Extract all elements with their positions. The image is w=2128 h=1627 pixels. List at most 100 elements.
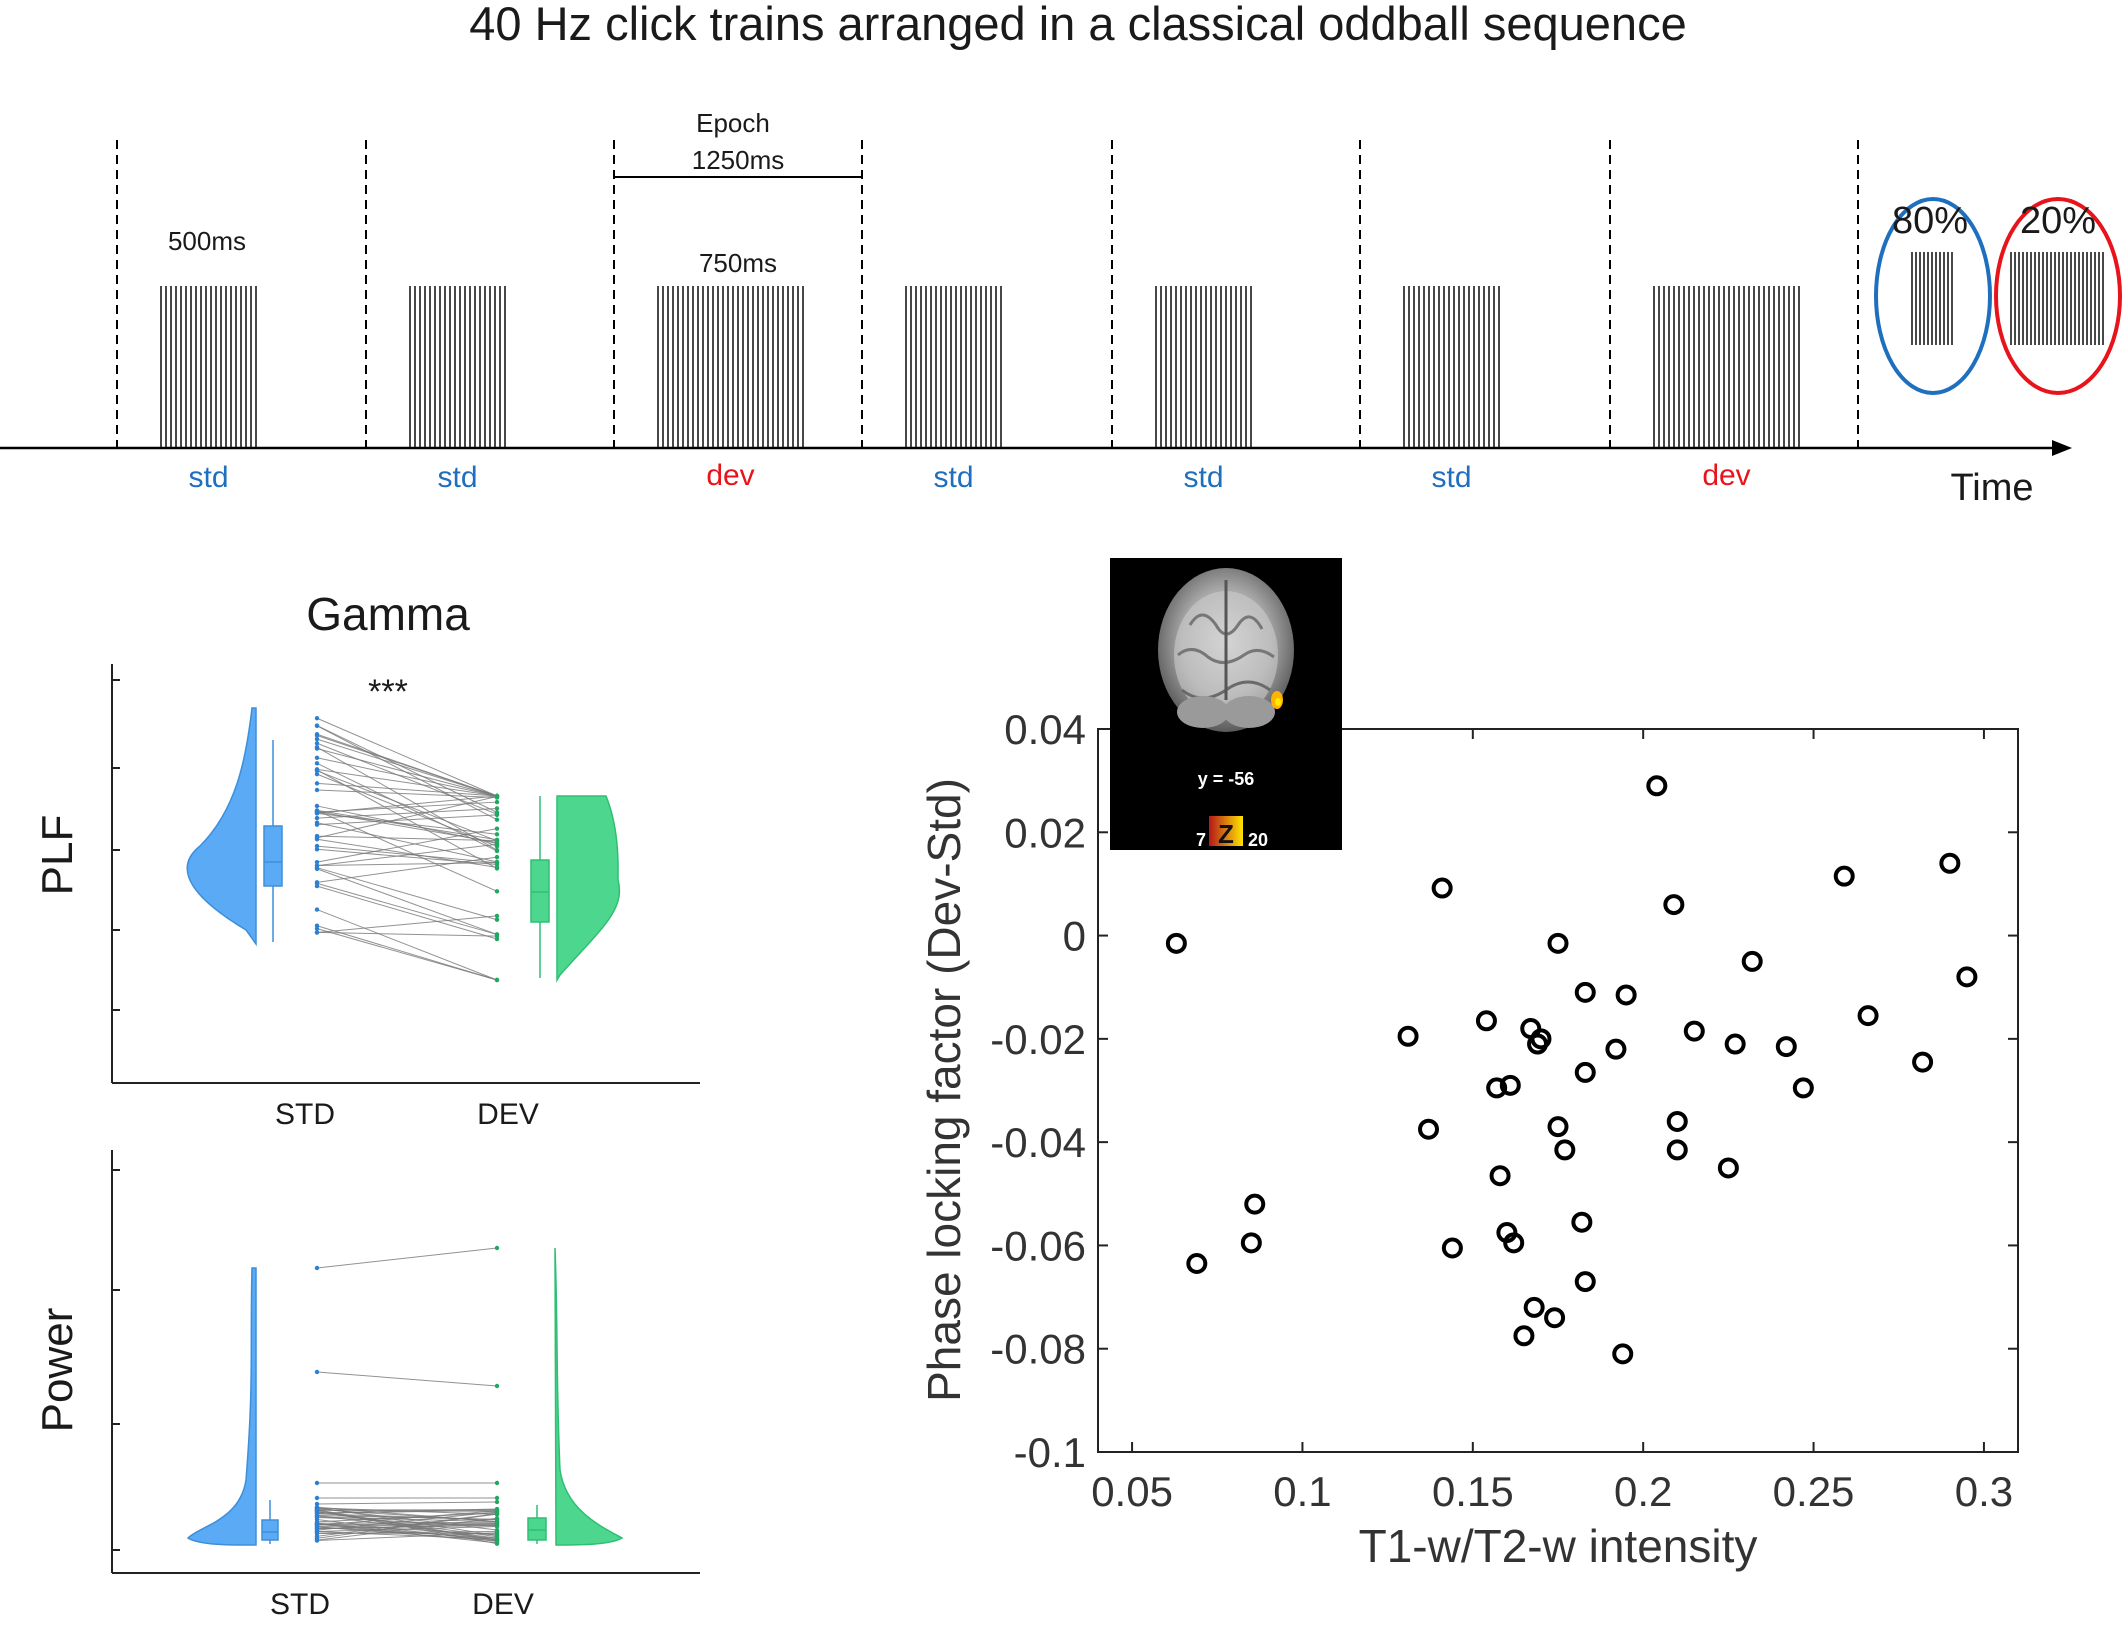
subject-pair-line	[317, 739, 497, 796]
std-subject-dot	[315, 1481, 319, 1485]
std-subject-dot	[315, 1266, 319, 1270]
click-train-std	[410, 286, 505, 447]
std-subject-dot	[315, 881, 319, 885]
scatter-point	[1550, 935, 1567, 952]
std-subject-dot	[315, 1370, 319, 1374]
std-subject-dot	[315, 1522, 319, 1526]
x-tick-label: 0.1	[1273, 1468, 1331, 1515]
std-subject-dot	[315, 1509, 319, 1513]
std-subject-dot	[315, 816, 319, 820]
dev-subject-dot	[495, 818, 499, 822]
scatter-point	[1914, 1054, 1931, 1071]
std-subject-dot	[315, 822, 319, 826]
power-x-tick-dev: DEV	[472, 1588, 534, 1621]
plf-x-tick-std: STD	[275, 1098, 335, 1131]
dev-subject-dot	[495, 800, 499, 804]
std-subject-dot	[315, 716, 319, 720]
dev-subject-dot	[495, 866, 499, 870]
std-subject-dot	[315, 804, 319, 808]
click-train-dev	[658, 286, 803, 447]
y-tick-label: 0.02	[1004, 809, 1086, 856]
scatter-point	[1168, 935, 1185, 952]
dev-subject-dot	[495, 1524, 499, 1528]
scatter-point	[1618, 986, 1635, 1003]
scatter-point	[1778, 1038, 1795, 1055]
dev-subject-dot	[495, 1246, 499, 1250]
trial-label-dev: dev	[1702, 459, 1750, 492]
dev-legend-train	[2011, 252, 2103, 345]
std-subject-dot	[315, 847, 319, 851]
click-train-std	[1404, 286, 1499, 447]
colorbar-min-label: 7	[1196, 830, 1206, 850]
std-subject-dot	[315, 836, 319, 840]
scatter-point	[1556, 1141, 1573, 1158]
figure-title: 40 Hz click trains arranged in a classic…	[469, 0, 1686, 50]
scatter-point	[1958, 968, 1975, 985]
scatter-point	[1795, 1079, 1812, 1096]
std-subject-dot	[315, 924, 319, 928]
scatter-point	[1434, 880, 1451, 897]
raincloud-title: Gamma	[306, 588, 470, 640]
scatter-y-axis-label: Phase locking factor (Dev-Std)	[918, 778, 970, 1402]
time-axis-arrowhead-icon	[2052, 440, 2072, 456]
subject-pair-line	[317, 1502, 497, 1504]
subject-pair-line	[317, 1248, 497, 1268]
dev-subject-dot	[495, 918, 499, 922]
dev-subject-dot	[495, 1496, 499, 1500]
scatter-point	[1669, 1113, 1686, 1130]
dev-box	[528, 1518, 546, 1540]
std-subject-dot	[315, 811, 319, 815]
std-duration-label: 500ms	[168, 226, 246, 256]
subject-pair-line	[317, 1372, 497, 1386]
subject-pair-line	[317, 883, 497, 934]
scatter-point	[1577, 1064, 1594, 1081]
scatter-point	[1444, 1240, 1461, 1257]
std-subject-dot	[315, 1538, 319, 1542]
dev-probability-label: 20%	[2020, 200, 2096, 242]
scatter-point	[1546, 1309, 1563, 1326]
subject-pair-line	[317, 736, 497, 796]
scatter-point	[1665, 896, 1682, 913]
std-subject-dot	[315, 781, 319, 785]
plf-x-tick-dev: DEV	[477, 1098, 539, 1131]
y-tick-label: 0	[1063, 913, 1086, 960]
dev-subject-dot	[495, 1384, 499, 1388]
dev-subject-dot	[495, 826, 499, 830]
y-tick-label: -0.1	[1014, 1429, 1086, 1476]
plf-panel: PLF STD DEV	[33, 664, 700, 1131]
scatter-point	[1420, 1121, 1437, 1138]
std-subject-dot	[315, 930, 319, 934]
epoch-dividers	[117, 140, 1858, 447]
trial-label-std: std	[1431, 461, 1471, 494]
scatter-point	[1614, 1345, 1631, 1362]
dev-subject-dot	[495, 932, 499, 936]
y-tick-label: -0.08	[990, 1326, 1086, 1373]
std-subject-dot	[315, 1529, 319, 1533]
scatter-point	[1577, 984, 1594, 1001]
scatter-point	[1400, 1028, 1417, 1045]
std-subject-dot	[315, 756, 319, 760]
scatter-point	[1188, 1255, 1205, 1272]
subject-pair-line	[317, 846, 497, 863]
subject-pair-line	[317, 863, 497, 866]
scatter-point	[1836, 868, 1853, 885]
epoch-duration-label: 1250ms	[692, 145, 785, 175]
dev-subject-dot	[495, 1481, 499, 1485]
dev-subject-dot	[495, 812, 499, 816]
scatter-point	[1515, 1327, 1532, 1344]
power-raincloud	[188, 1246, 622, 1546]
scatter-points	[1168, 777, 1976, 1362]
dev-subject-dot	[495, 849, 499, 853]
click-train-std	[1156, 286, 1251, 447]
scatter-point	[1607, 1041, 1624, 1058]
scatter-x-axis-label: T1-w/T2-w intensity	[1359, 1520, 1758, 1572]
y-tick-label: -0.04	[990, 1119, 1086, 1166]
std-subject-dot	[315, 1496, 319, 1500]
dev-subject-dot	[495, 1509, 499, 1513]
std-subject-dot	[315, 745, 319, 749]
dev-subject-dot	[495, 889, 499, 893]
scatter-point	[1492, 1167, 1509, 1184]
plf-raincloud	[187, 708, 619, 982]
